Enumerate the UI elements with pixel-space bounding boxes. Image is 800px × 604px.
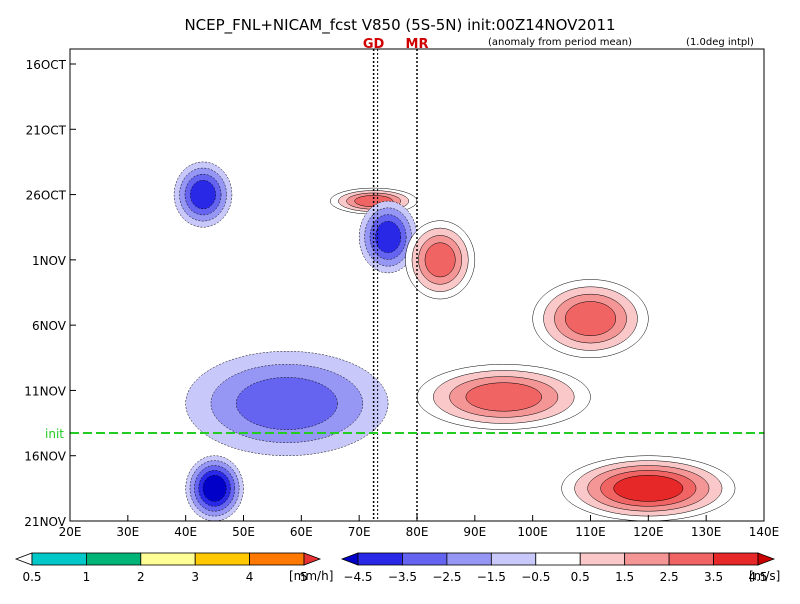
precip-legend-swatch <box>249 552 305 566</box>
precip-legend-unit: [mm/h] <box>289 569 333 583</box>
anomaly-contour <box>424 242 456 278</box>
precip-legend-swatch <box>14 552 33 566</box>
x-tick-label: 20E <box>59 525 82 539</box>
anomaly-contour <box>465 382 542 412</box>
reference-line-label: GD <box>363 37 385 52</box>
plot-area <box>70 49 764 521</box>
wind-legend-swatch <box>340 552 359 566</box>
wind-legend-swatch <box>357 552 403 566</box>
y-tick-label: 21NOV <box>24 515 66 529</box>
wind-legend-swatch <box>579 552 626 566</box>
wind-legend-label: 1.5 <box>615 570 634 584</box>
x-tick-label: 80E <box>406 525 429 539</box>
x-tick-label: 100E <box>517 525 548 539</box>
chart-title: NCEP_FNL+NICAM_fcst V850 (5S-5N) init:00… <box>184 16 615 35</box>
chart-subtitle-interp: (1.0deg intpl) <box>686 37 754 48</box>
y-tick-label: 16NOV <box>24 450 66 464</box>
anomaly-contour <box>375 221 401 253</box>
wind-legend-swatch <box>757 552 776 566</box>
x-axis: 20E 30E 40E 50E 60E 70E 80E 90E 100E 110E 120E 130E… <box>59 515 780 539</box>
x-tick-label: 50E <box>232 525 255 539</box>
anomaly-feature <box>173 161 233 228</box>
wind-legend-label: 2.5 <box>660 570 679 584</box>
y-tick-label: 11NOV <box>24 384 66 398</box>
chart-subtitle-anomaly: (anomaly from period mean) <box>488 37 632 48</box>
init-label: init <box>45 427 64 441</box>
precip-legend-swatch <box>86 552 142 566</box>
anomaly-contour <box>236 377 338 430</box>
x-tick-label: 90E <box>463 525 486 539</box>
wind-legend-label: 4.5 <box>748 570 767 584</box>
precip-legend-label: 1 <box>83 570 91 584</box>
anomaly-feature <box>561 455 736 521</box>
reference-lines-layer <box>372 49 418 521</box>
wind-legend-swatch <box>535 552 581 566</box>
anomaly-contour <box>202 475 227 502</box>
x-tick-label: 30E <box>116 525 139 539</box>
anomaly-contour <box>613 475 684 502</box>
anomaly-feature <box>416 364 591 430</box>
y-tick-label: 1NOV <box>32 254 67 268</box>
wind-legend-label: 0.5 <box>571 570 590 584</box>
precip-legend-label: 5 <box>300 570 308 584</box>
reference-labels: GD MR <box>363 37 429 52</box>
wind-legend-label: −4.5 <box>343 570 372 584</box>
anomaly-contour <box>190 180 216 210</box>
x-tick-label: 120E <box>633 525 664 539</box>
precip-legend-label: 0.5 <box>22 570 41 584</box>
y-tick-label: 26OCT <box>26 189 67 203</box>
x-tick-label: 60E <box>290 525 313 539</box>
wind-legend-swatch <box>446 552 492 566</box>
precip-legend: 0.5 1 2 3 4 5 <box>14 552 322 584</box>
wind-legend: −4.5 −3.5 −2.5 −1.5 −0.5 0.5 1.5 2.5 3.5 4.5 <box>340 552 776 584</box>
wind-legend-label: 3.5 <box>704 570 723 584</box>
reference-line-label: MR <box>406 37 429 52</box>
precip-legend-label: 2 <box>137 570 145 584</box>
wind-legend-swatch <box>402 552 448 566</box>
x-tick-label: 130E <box>691 525 722 539</box>
anomaly-feature <box>405 220 476 300</box>
anomaly-feature <box>185 455 244 521</box>
anomaly-contour <box>564 301 617 337</box>
wind-legend-label: −0.5 <box>521 570 550 584</box>
anomaly-feature <box>185 351 389 456</box>
y-tick-label: 6NOV <box>32 319 67 333</box>
precip-legend-swatch <box>31 552 87 566</box>
wind-legend-label: −2.5 <box>432 570 461 584</box>
precip-legend-swatch <box>194 552 250 566</box>
x-tick-label: 140E <box>749 525 780 539</box>
y-tick-label: 21OCT <box>26 123 67 137</box>
anomaly-feature <box>532 279 649 359</box>
wind-legend-label: −3.5 <box>388 570 417 584</box>
y-tick-label: 16OCT <box>26 58 67 72</box>
x-tick-label: 40E <box>174 525 197 539</box>
wind-legend-swatch <box>490 552 537 566</box>
x-tick-label: 70E <box>348 525 371 539</box>
wind-legend-swatch <box>713 552 759 566</box>
precip-legend-swatch <box>140 552 196 566</box>
wind-legend-unit: [m/s] <box>749 569 780 583</box>
wind-legend-swatch <box>668 552 714 566</box>
wind-legend-swatch <box>624 552 670 566</box>
precip-legend-swatch <box>303 552 322 566</box>
wind-legend-label: −1.5 <box>477 570 506 584</box>
precip-legend-label: 4 <box>246 570 254 584</box>
precip-legend-label: 3 <box>191 570 199 584</box>
y-axis: 16OCT 21OCT 26OCT 1NOV 6NOV 11NOV 16NOV 21NOV <box>24 58 76 529</box>
x-tick-label: 110E <box>575 525 606 539</box>
